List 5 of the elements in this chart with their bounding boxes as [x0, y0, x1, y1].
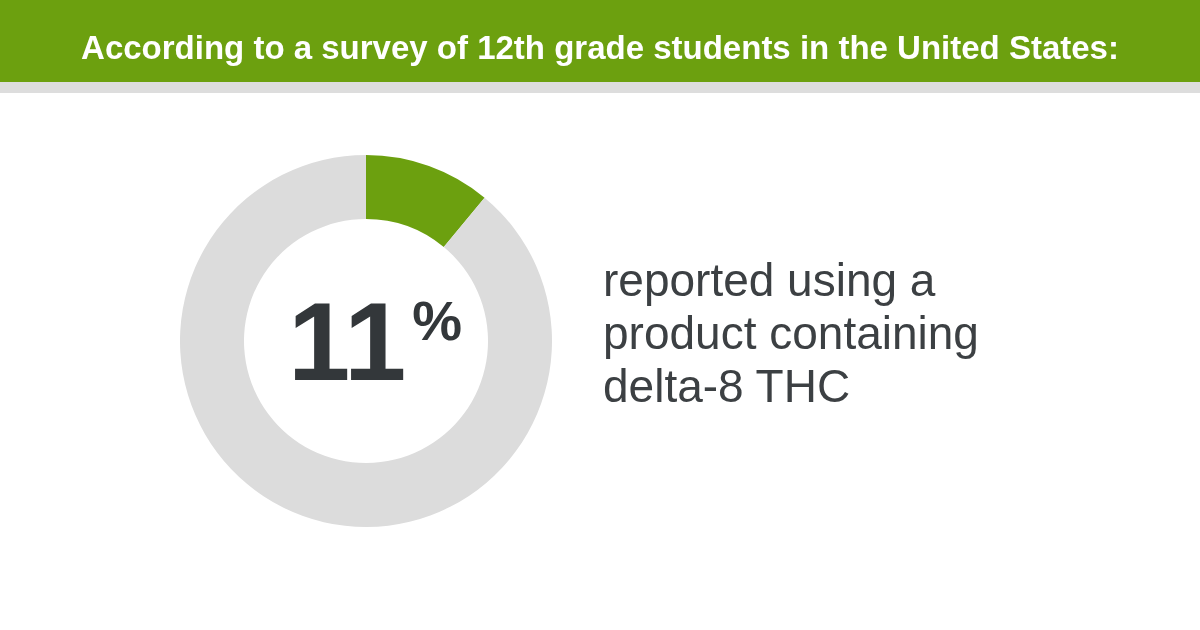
chart-title: According to a survey of 12th grade students in the United States:: [81, 29, 1119, 66]
text: reported using a product containing delta-8 THC: [603, 254, 979, 412]
donut-slice: [180, 155, 552, 527]
donut-slice: [366, 155, 485, 247]
text: 11$^{%}$: [287, 279, 463, 404]
